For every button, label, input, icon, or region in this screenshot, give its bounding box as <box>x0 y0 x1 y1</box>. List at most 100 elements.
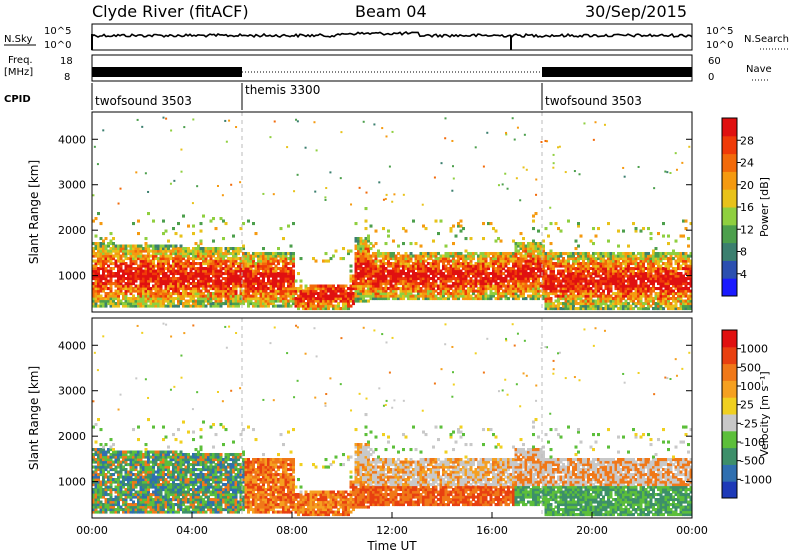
power-cell <box>359 269 363 273</box>
power-cell <box>194 249 198 253</box>
power-cell <box>422 252 425 256</box>
power-cell <box>547 257 550 261</box>
power-cell <box>152 304 155 308</box>
power-cell <box>179 279 183 283</box>
power-cell <box>259 274 263 278</box>
power-cell <box>237 277 240 281</box>
power-cell <box>257 279 260 283</box>
power-cell <box>619 289 623 293</box>
power-cell <box>147 297 150 301</box>
velocity-cell <box>94 493 98 497</box>
power-cell <box>459 272 463 276</box>
power-cell <box>262 294 265 298</box>
power-cell <box>372 292 375 296</box>
power-cell <box>262 264 265 268</box>
power-cell <box>627 297 630 301</box>
velocity-cell <box>94 488 98 492</box>
power-cell <box>409 257 413 261</box>
power-cell <box>184 277 188 281</box>
power-cell <box>132 279 135 283</box>
power-cell <box>452 177 455 180</box>
power-cell <box>457 264 460 268</box>
power-cell <box>414 257 418 261</box>
power-cell <box>214 277 218 281</box>
power-cell <box>562 262 565 266</box>
power-cell <box>647 254 650 258</box>
power-cell <box>179 264 183 268</box>
power-cell <box>157 264 160 268</box>
power-cell <box>279 259 283 263</box>
power-cell <box>177 269 180 273</box>
power-cell <box>504 172 507 175</box>
power-cell <box>237 274 240 278</box>
power-cell <box>584 304 588 308</box>
power-cell <box>682 289 685 293</box>
power-cell <box>374 252 378 256</box>
power-cell <box>394 284 398 288</box>
power-cell <box>624 272 628 276</box>
power-cell <box>544 279 548 283</box>
power-cell <box>519 284 523 288</box>
power-cell <box>552 304 555 308</box>
power-cell <box>682 259 685 263</box>
power-cell <box>539 274 543 278</box>
power-cell <box>377 264 380 268</box>
power-cell <box>262 247 265 251</box>
power-cell <box>154 244 158 248</box>
power-cell <box>209 259 213 263</box>
power-cell <box>357 262 360 266</box>
power-cell <box>197 284 200 288</box>
power-cell <box>397 244 400 248</box>
power-cell <box>597 287 600 291</box>
power-cell <box>102 267 105 271</box>
power-cell <box>544 302 548 306</box>
power-cell <box>292 272 295 276</box>
power-cell <box>247 277 250 281</box>
power-cell <box>372 279 375 283</box>
power-cell <box>474 267 478 271</box>
power-cell <box>214 227 218 231</box>
power-cell <box>672 294 675 298</box>
velocity-cell <box>92 475 95 479</box>
power-cell <box>529 262 533 266</box>
power-cell <box>364 274 368 278</box>
power-cell <box>132 259 135 263</box>
power-cell <box>184 302 188 306</box>
power-cell <box>669 274 673 278</box>
power-cell <box>139 297 143 301</box>
power-cell <box>537 242 540 246</box>
power-cell <box>524 289 528 293</box>
power-cell <box>637 302 640 306</box>
power-cell <box>537 254 540 258</box>
power-cell <box>442 254 445 258</box>
power-cell <box>487 297 490 301</box>
power-cell <box>567 252 570 256</box>
power-cell <box>437 287 440 291</box>
power-cell <box>459 294 463 298</box>
power-cell <box>447 252 450 256</box>
power-cell <box>427 274 430 278</box>
power-cell <box>617 252 620 256</box>
power-cell <box>567 257 570 261</box>
power-cell <box>679 277 683 281</box>
power-cell <box>402 259 405 263</box>
power-cell <box>152 302 155 306</box>
power-cell <box>169 287 173 291</box>
power-cell <box>197 279 200 283</box>
power-cell <box>162 262 165 266</box>
power-cell <box>442 289 445 293</box>
power-cell <box>137 252 140 256</box>
power-cell <box>359 272 363 276</box>
power-cell <box>204 249 208 253</box>
power-cell <box>294 287 298 291</box>
power-cell <box>434 264 438 268</box>
power-cell <box>579 297 583 301</box>
power-cell <box>462 257 465 261</box>
power-cell <box>569 254 573 258</box>
power-cell <box>177 289 180 293</box>
power-cell <box>142 279 145 283</box>
velocity-cell <box>92 455 95 459</box>
power-cell <box>169 264 173 268</box>
power-cell <box>357 254 360 258</box>
power-cell <box>294 292 298 296</box>
